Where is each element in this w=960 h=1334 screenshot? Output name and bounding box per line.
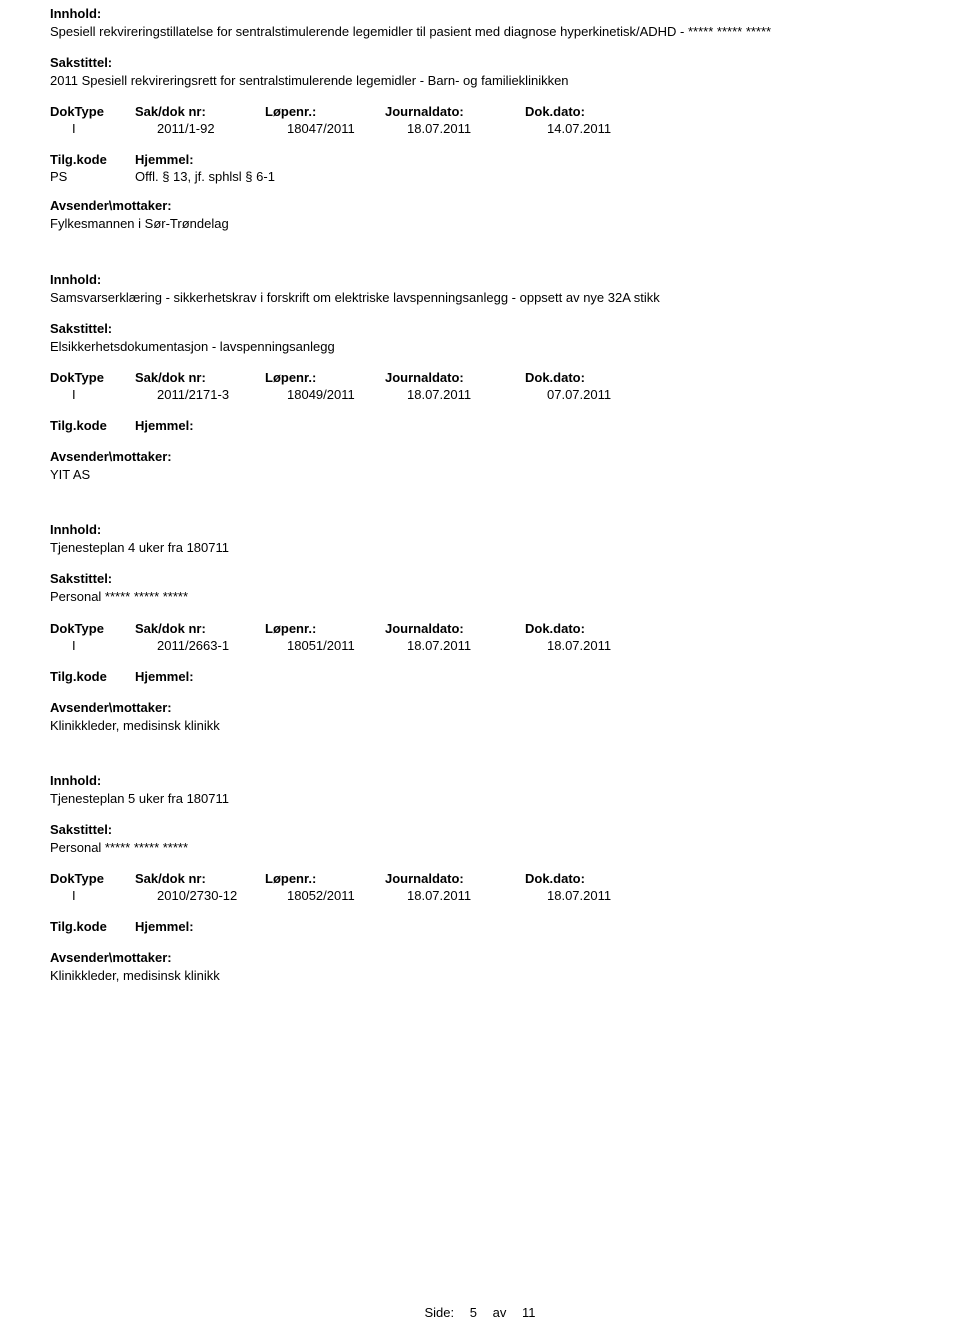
data-row: I 2010/2730-12 18052/2011 18.07.2011 18.… [50, 888, 910, 903]
footer-side-label: Side: [425, 1305, 455, 1320]
val-sakdok: 2011/1-92 [157, 121, 287, 136]
col-doktype: DokType [50, 104, 135, 119]
innhold-text: Samsvarserklæring - sikkerhetskrav i for… [50, 289, 910, 307]
col-sakdok: Sak/dok nr: [135, 871, 265, 886]
col-tilgkode: Tilg.kode [50, 418, 135, 433]
footer-total: 11 [522, 1305, 536, 1320]
col-lopenr: Løpenr.: [265, 871, 385, 886]
col-sakdok: Sak/dok nr: [135, 621, 265, 636]
innhold-label: Innhold: [50, 773, 910, 788]
col-tilgkode: Tilg.kode [50, 919, 135, 934]
col-dokdato: Dok.dato: [525, 871, 665, 886]
innhold-label: Innhold: [50, 6, 910, 21]
val-sakdok: 2011/2663-1 [157, 638, 287, 653]
val-journal: 18.07.2011 [407, 387, 547, 402]
val-lopenr: 18051/2011 [287, 638, 407, 653]
column-header-row: DokType Sak/dok nr: Løpenr.: Journaldato… [50, 104, 910, 119]
col-journal: Journaldato: [385, 370, 525, 385]
journal-entry: Innhold: Spesiell rekvireringstillatelse… [50, 6, 910, 234]
page-footer: Side: 5 av 11 [0, 1305, 960, 1320]
val-dokdato: 14.07.2011 [547, 121, 687, 136]
col-tilgkode: Tilg.kode [50, 669, 135, 684]
val-journal: 18.07.2011 [407, 638, 547, 653]
innhold-text: Tjenesteplan 4 uker fra 180711 [50, 539, 910, 557]
avsender-label: Avsender\mottaker: [50, 449, 910, 464]
column-header-row: DokType Sak/dok nr: Løpenr.: Journaldato… [50, 621, 910, 636]
col-dokdato: Dok.dato: [525, 370, 665, 385]
tilg-header-row: Tilg.kode Hjemmel: [50, 669, 910, 684]
val-lopenr: 18052/2011 [287, 888, 407, 903]
val-journal: 18.07.2011 [407, 121, 547, 136]
avsender-label: Avsender\mottaker: [50, 700, 910, 715]
val-doktype: I [50, 638, 157, 653]
val-dokdato: 07.07.2011 [547, 387, 687, 402]
col-lopenr: Løpenr.: [265, 370, 385, 385]
avsender-label: Avsender\mottaker: [50, 950, 910, 965]
sakstittel-text: Personal ***** ***** ***** [50, 588, 910, 606]
tilg-header-row: Tilg.kode Hjemmel: [50, 418, 910, 433]
val-dokdato: 18.07.2011 [547, 638, 687, 653]
val-journal: 18.07.2011 [407, 888, 547, 903]
val-tilgkode: PS [50, 169, 135, 184]
val-sakdok: 2010/2730-12 [157, 888, 287, 903]
sakstittel-text: Personal ***** ***** ***** [50, 839, 910, 857]
avsender-text: Fylkesmannen i Sør-Trøndelag [50, 215, 910, 233]
col-sakdok: Sak/dok nr: [135, 370, 265, 385]
innhold-label: Innhold: [50, 522, 910, 537]
col-dokdato: Dok.dato: [525, 104, 665, 119]
sakstittel-label: Sakstittel: [50, 55, 910, 70]
val-doktype: I [50, 121, 157, 136]
col-lopenr: Løpenr.: [265, 104, 385, 119]
avsender-text: Klinikkleder, medisinsk klinikk [50, 717, 910, 735]
data-row: I 2011/2663-1 18051/2011 18.07.2011 18.0… [50, 638, 910, 653]
footer-av-label: av [493, 1305, 507, 1320]
val-doktype: I [50, 888, 157, 903]
col-dokdato: Dok.dato: [525, 621, 665, 636]
innhold-text: Tjenesteplan 5 uker fra 180711 [50, 790, 910, 808]
col-doktype: DokType [50, 871, 135, 886]
col-hjemmel: Hjemmel: [135, 152, 335, 167]
val-lopenr: 18049/2011 [287, 387, 407, 402]
col-doktype: DokType [50, 621, 135, 636]
col-doktype: DokType [50, 370, 135, 385]
col-journal: Journaldato: [385, 871, 525, 886]
col-hjemmel: Hjemmel: [135, 418, 335, 433]
val-dokdato: 18.07.2011 [547, 888, 687, 903]
tilg-header-row: Tilg.kode Hjemmel: [50, 919, 910, 934]
sakstittel-text: Elsikkerhetsdokumentasjon - lavspennings… [50, 338, 910, 356]
avsender-text: YIT AS [50, 466, 910, 484]
journal-entry: Innhold: Tjenesteplan 5 uker fra 180711 … [50, 773, 910, 986]
footer-page-num: 5 [470, 1305, 477, 1320]
col-lopenr: Løpenr.: [265, 621, 385, 636]
col-journal: Journaldato: [385, 621, 525, 636]
data-row: I 2011/2171-3 18049/2011 18.07.2011 07.0… [50, 387, 910, 402]
column-header-row: DokType Sak/dok nr: Løpenr.: Journaldato… [50, 370, 910, 385]
col-sakdok: Sak/dok nr: [135, 104, 265, 119]
avsender-text: Klinikkleder, medisinsk klinikk [50, 967, 910, 985]
sakstittel-label: Sakstittel: [50, 321, 910, 336]
val-hjemmel: Offl. § 13, jf. sphlsl § 6-1 [135, 169, 335, 184]
val-sakdok: 2011/2171-3 [157, 387, 287, 402]
avsender-label: Avsender\mottaker: [50, 198, 910, 213]
col-journal: Journaldato: [385, 104, 525, 119]
tilg-header-row: Tilg.kode Hjemmel: [50, 152, 910, 167]
col-hjemmel: Hjemmel: [135, 669, 335, 684]
journal-entry: Innhold: Samsvarserklæring - sikkerhetsk… [50, 272, 910, 485]
col-hjemmel: Hjemmel: [135, 919, 335, 934]
tilg-row: PS Offl. § 13, jf. sphlsl § 6-1 [50, 169, 910, 184]
val-doktype: I [50, 387, 157, 402]
sakstittel-label: Sakstittel: [50, 822, 910, 837]
column-header-row: DokType Sak/dok nr: Løpenr.: Journaldato… [50, 871, 910, 886]
innhold-text: Spesiell rekvireringstillatelse for sent… [50, 23, 910, 41]
innhold-label: Innhold: [50, 272, 910, 287]
journal-entry: Innhold: Tjenesteplan 4 uker fra 180711 … [50, 522, 910, 735]
val-lopenr: 18047/2011 [287, 121, 407, 136]
journal-page: Innhold: Spesiell rekvireringstillatelse… [0, 0, 960, 985]
sakstittel-text: 2011 Spesiell rekvireringsrett for sentr… [50, 72, 910, 90]
sakstittel-label: Sakstittel: [50, 571, 910, 586]
col-tilgkode: Tilg.kode [50, 152, 135, 167]
data-row: I 2011/1-92 18047/2011 18.07.2011 14.07.… [50, 121, 910, 136]
